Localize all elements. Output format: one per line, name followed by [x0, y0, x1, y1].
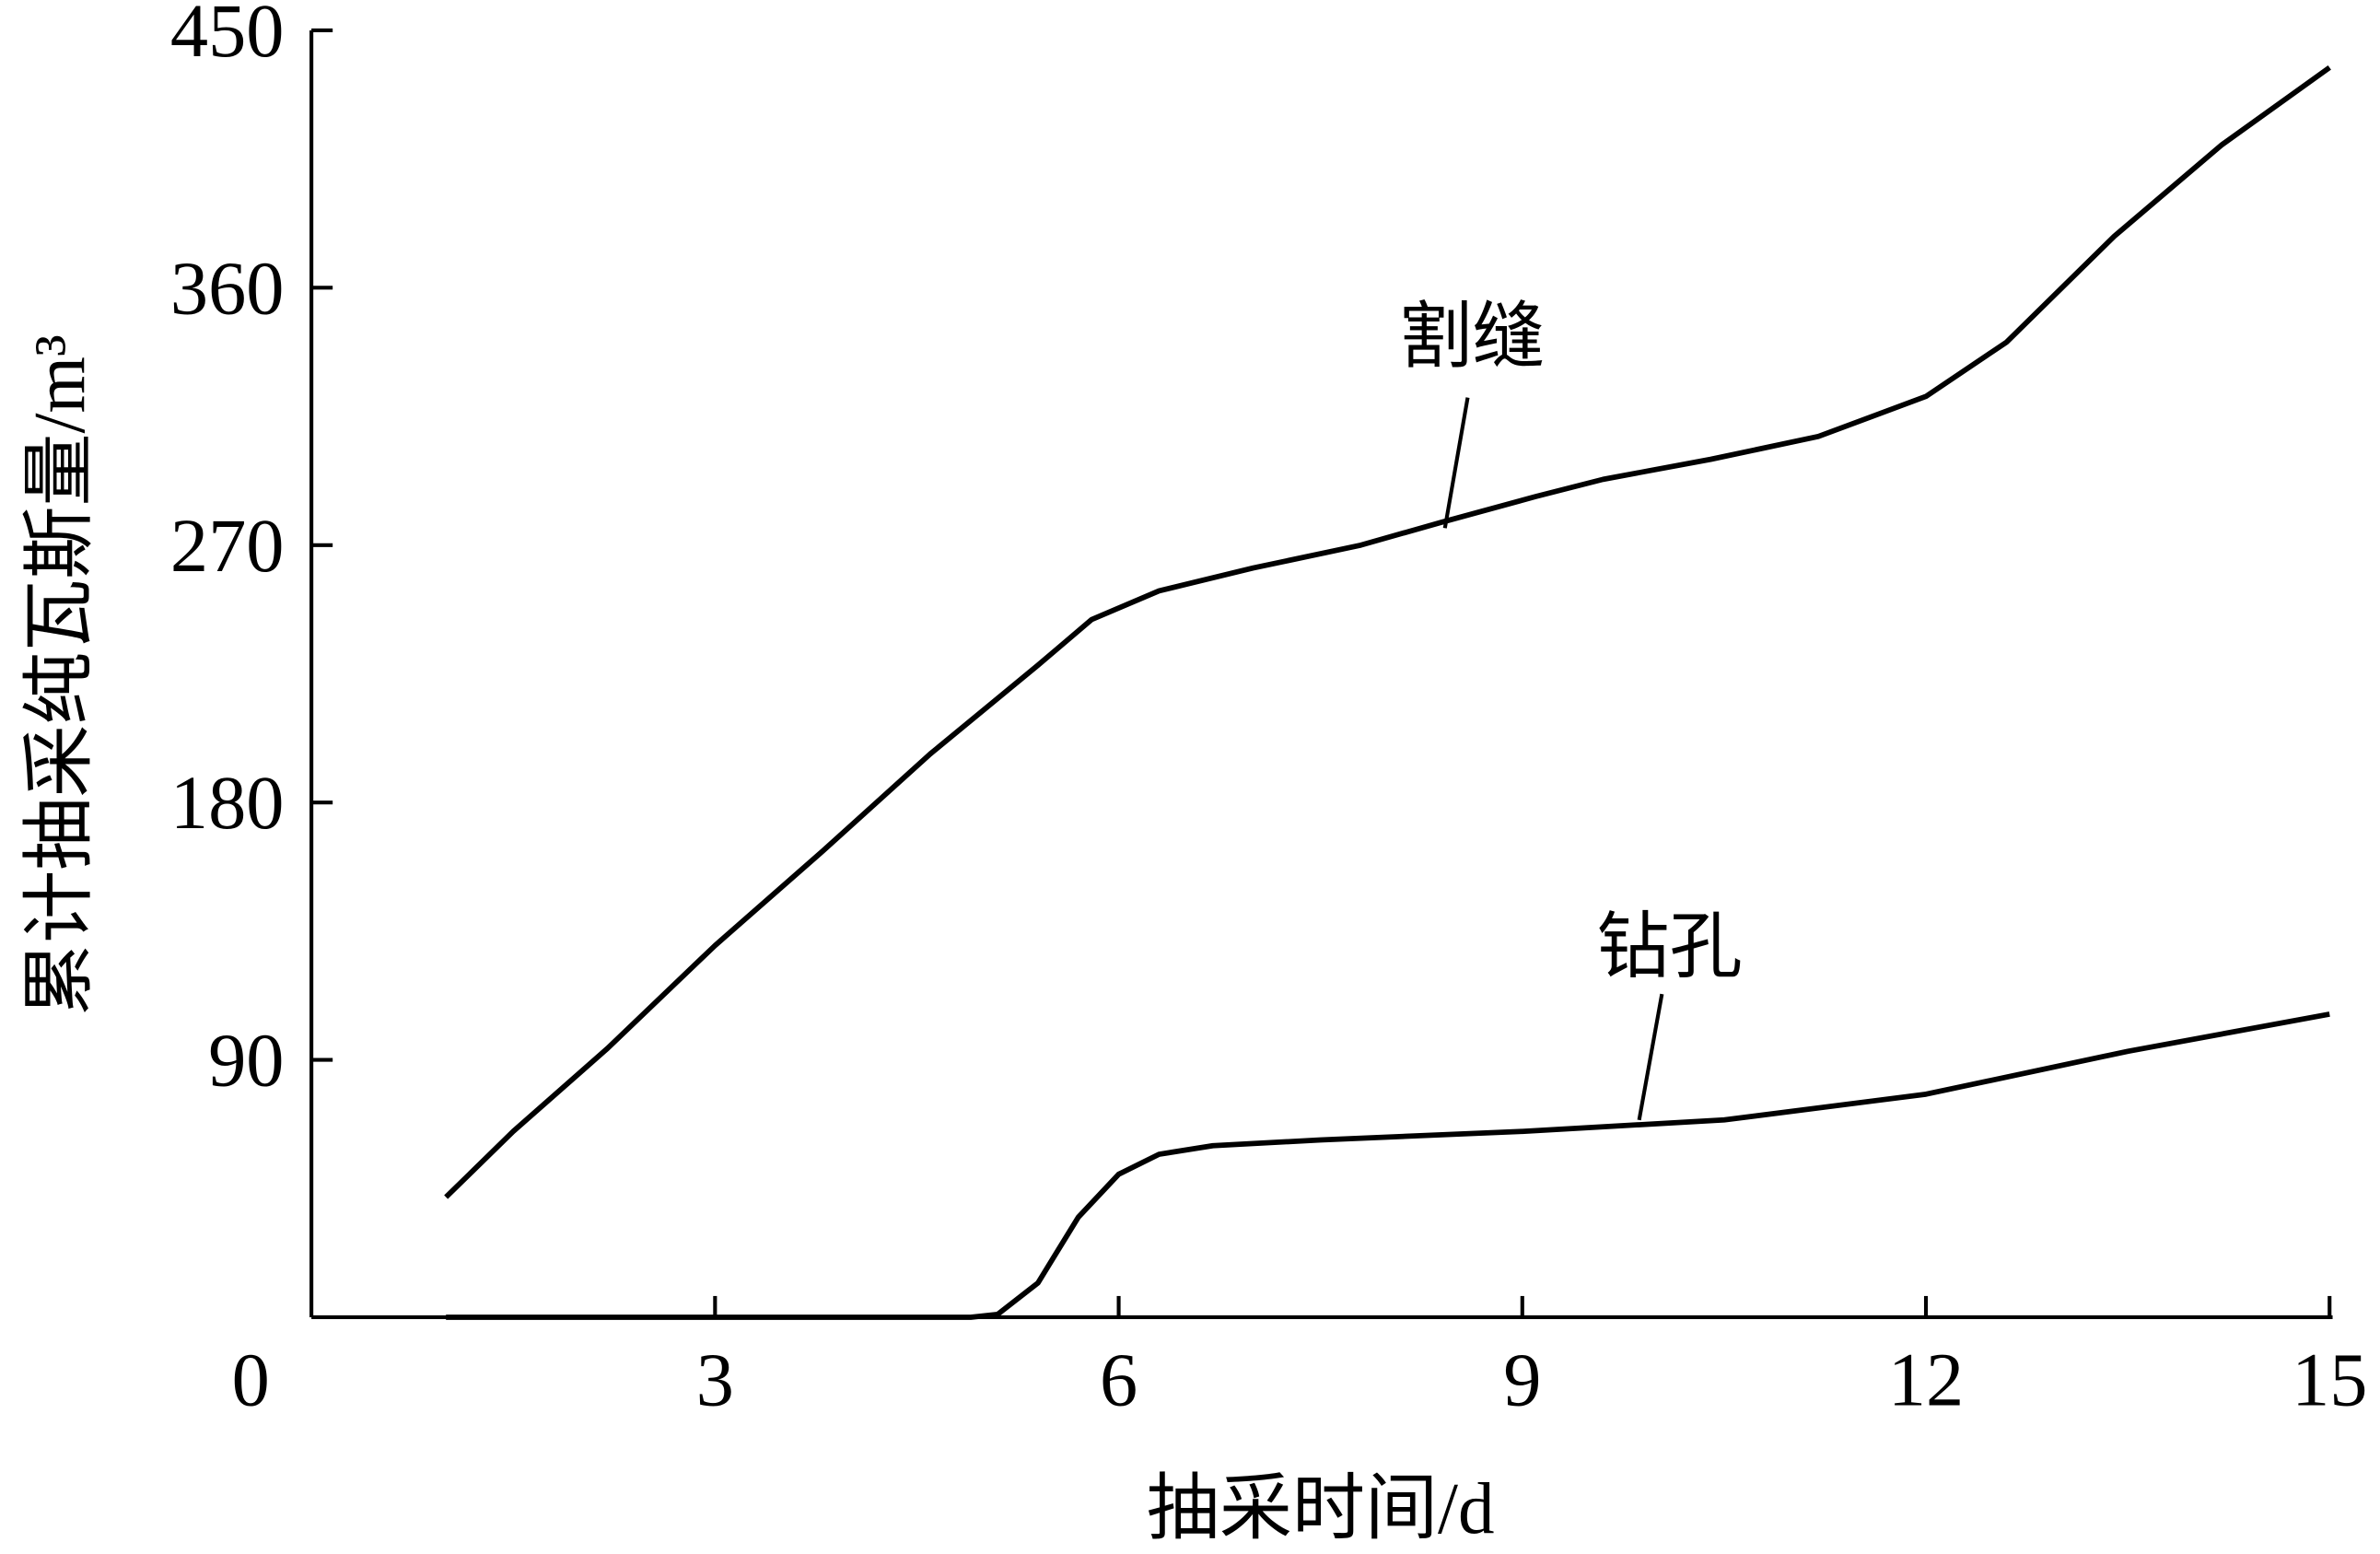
x-tick-label: 6 — [1100, 1338, 1138, 1422]
x-tick-label: 15 — [2292, 1338, 2367, 1422]
y-tick-label: 360 — [170, 246, 285, 330]
y-tick-label: 90 — [208, 1019, 284, 1103]
y-tick-label: 180 — [170, 761, 285, 845]
series-label: 钻孔 — [1597, 907, 1743, 987]
x-tick-label: 9 — [1503, 1338, 1541, 1422]
line — [446, 1011, 2330, 1320]
line — [444, 64, 2331, 1199]
x-tick-label: 3 — [696, 1338, 734, 1422]
y-axis-label: 累计抽采纯瓦斯量/m³ — [20, 334, 100, 1016]
x-tick-label: 0 — [232, 1338, 270, 1422]
y-tick-label: 270 — [170, 504, 285, 588]
x-axis-label: 抽采时间/d — [1147, 1469, 1495, 1549]
x-tick-label: 12 — [1888, 1338, 1964, 1422]
series-label: 割缝 — [1399, 298, 1545, 378]
y-tick-label: 450 — [170, 0, 285, 73]
leader-line — [1637, 993, 1664, 1121]
leader-line — [1442, 397, 1470, 529]
